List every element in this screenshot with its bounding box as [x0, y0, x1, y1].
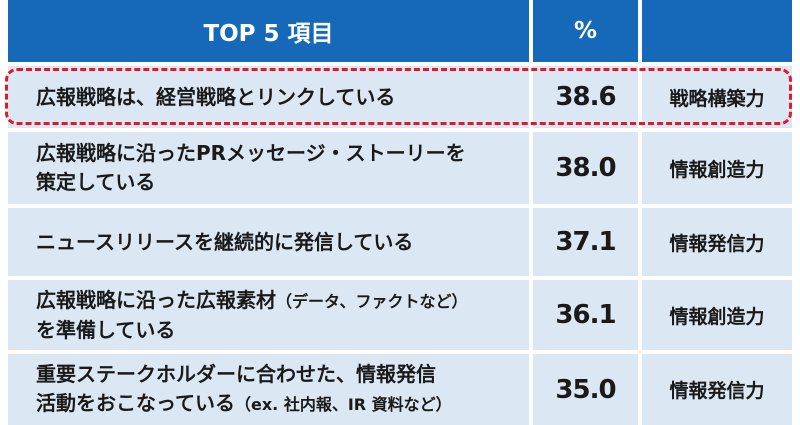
row-item-text: ニュースリリースを継続的に発信している — [36, 229, 414, 254]
row-item: 広報戦略は、経営戦略とリンクしている — [8, 66, 529, 128]
row-item-line2-text: 活動をおこなっている — [36, 391, 235, 415]
header-item: TOP 5 項目 — [8, 0, 529, 62]
row-item-note: （ex. 社内報、IR 資料など） — [235, 395, 452, 414]
header-type — [642, 0, 792, 62]
table-row: 重要ステークホルダーに合わせた、情報発信 活動をおこなっている（ex. 社内報、… — [8, 354, 792, 425]
row-percent: 35.0 — [533, 354, 638, 425]
table-header: TOP 5 項目 % — [8, 0, 792, 62]
row-item-line2: を準備している — [36, 317, 176, 342]
row-item-text: 広報戦略は、経営戦略とリンクしている — [36, 84, 396, 109]
row-item-line1-text: 広報戦略に沿った広報素材 — [36, 287, 276, 312]
row-item: 広報戦略に沿った広報素材（データ、ファクトなど） を準備している — [8, 280, 529, 350]
row-type: 情報発信力 — [642, 354, 792, 425]
row-percent: 36.1 — [533, 280, 638, 350]
row-percent: 37.1 — [533, 208, 638, 276]
table-row: 広報戦略に沿ったPRメッセージ・ストーリーを 策定している 38.0 情報創造力 — [8, 132, 792, 204]
row-percent: 38.0 — [533, 132, 638, 204]
top5-table: TOP 5 項目 % 広報戦略は、経営戦略とリンクしている 38.6 戦略構築力… — [8, 0, 792, 425]
row-item: ニュースリリースを継続的に発信している — [8, 208, 529, 276]
row-type: 情報創造力 — [642, 132, 792, 204]
row-type: 戦略構築力 — [642, 66, 792, 128]
row-item-line2: 策定している — [36, 170, 156, 194]
row-percent: 38.6 — [533, 66, 638, 128]
row-item-note: （データ、ファクトなど） — [276, 291, 468, 311]
row-item-line1: 重要ステークホルダーに合わせた、情報発信 — [36, 362, 436, 386]
row-item: 広報戦略に沿ったPRメッセージ・ストーリーを 策定している — [8, 132, 529, 204]
table-row: ニュースリリースを継続的に発信している 37.1 情報発信力 — [8, 208, 792, 276]
row-item-line2: 活動をおこなっている（ex. 社内報、IR 資料など） — [36, 389, 452, 419]
row-item-line1: 広報戦略に沿った広報素材（データ、ファクトなど） — [36, 286, 468, 316]
header-percent: % — [533, 0, 638, 62]
row-type: 情報発信力 — [642, 208, 792, 276]
row-item-line1: 広報戦略に沿ったPRメッセージ・ストーリーを — [36, 141, 466, 165]
highlight-frame — [5, 68, 792, 125]
table-row: 広報戦略に沿った広報素材（データ、ファクトなど） を準備している 36.1 情報… — [8, 280, 792, 350]
table-row: 広報戦略は、経営戦略とリンクしている 38.6 戦略構築力 — [8, 66, 792, 128]
row-item: 重要ステークホルダーに合わせた、情報発信 活動をおこなっている（ex. 社内報、… — [8, 354, 529, 425]
row-type: 情報創造力 — [642, 280, 792, 350]
